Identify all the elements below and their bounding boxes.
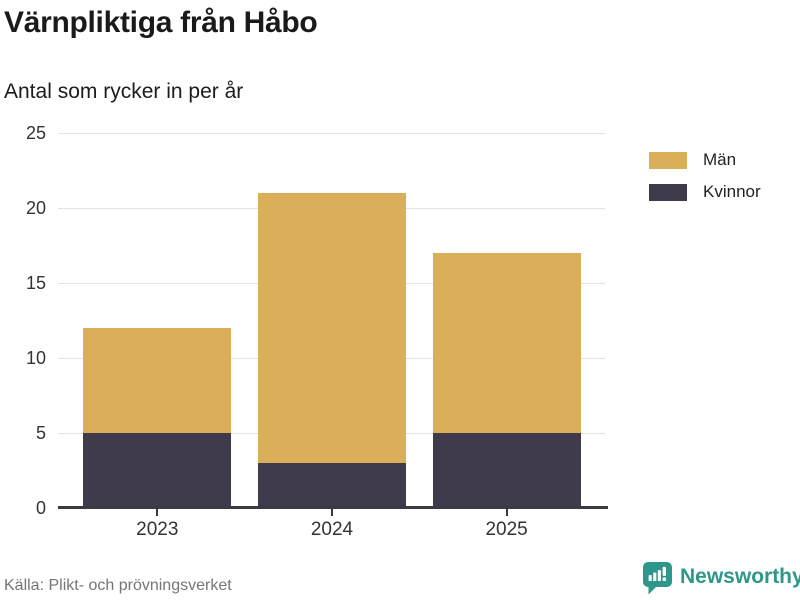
legend-item-kvinnor: Kvinnor <box>649 182 761 202</box>
legend-label-män: Män <box>703 150 737 169</box>
gridline-25 <box>58 132 605 134</box>
legend-item-män: Män <box>649 150 761 170</box>
legend-swatch-kvinnor <box>649 183 687 201</box>
newsworthy-logo-icon <box>643 562 672 595</box>
chart-subtitle: Antal som rycker in per år <box>4 80 244 103</box>
legend-swatch-män <box>649 151 687 169</box>
y-tick-label-0: 0 <box>35 498 46 518</box>
x-tick-2025 <box>505 509 508 516</box>
brand-name: Newsworthy <box>680 565 800 588</box>
x-tick-label-2025: 2025 <box>485 519 528 540</box>
bar-2024-kvinnor <box>257 463 406 508</box>
chart-title: Värnpliktiga från Håbo <box>4 6 318 39</box>
legend: Män Kvinnor <box>649 150 761 214</box>
x-tick-label-2023: 2023 <box>136 519 179 540</box>
x-tick-label-2024: 2024 <box>310 519 354 540</box>
y-tick-label-10: 10 <box>25 348 46 368</box>
bar-2025-män <box>432 253 581 433</box>
bar-2023-kvinnor <box>83 433 232 508</box>
brand-logo: Newsworthy <box>643 562 800 595</box>
x-tick-2024 <box>330 509 333 516</box>
x-tick-2023 <box>156 509 159 516</box>
bar-2025-kvinnor <box>432 433 581 508</box>
legend-label-kvinnor: Kvinnor <box>703 182 761 201</box>
bar-2024-män <box>257 193 406 463</box>
bar-2023-män <box>83 328 232 433</box>
y-tick-label-20: 20 <box>25 198 46 218</box>
y-tick-label-5: 5 <box>35 423 46 443</box>
x-axis-line <box>58 506 608 509</box>
source-note: Källa: Plikt- och prövningsverket <box>4 577 232 594</box>
y-tick-label-15: 15 <box>25 273 46 293</box>
y-tick-label-25: 25 <box>25 123 46 143</box>
